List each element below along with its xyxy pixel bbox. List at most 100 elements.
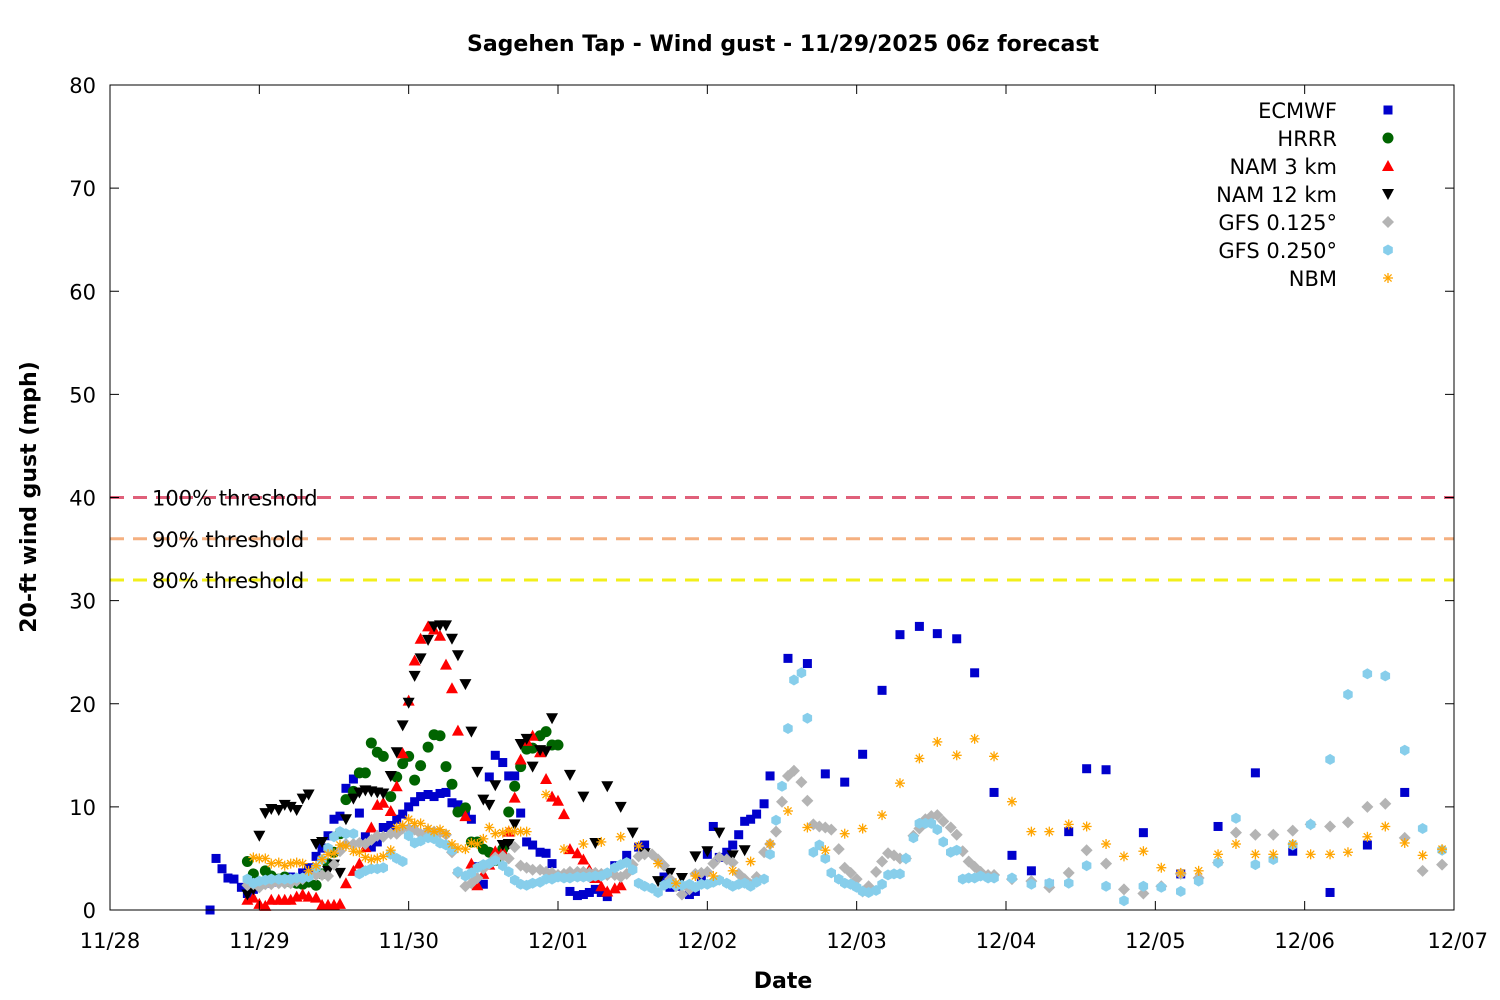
data-point xyxy=(1325,887,1335,897)
threshold-label: 100% threshold xyxy=(152,487,318,511)
legend-label: GFS 0.125° xyxy=(1218,211,1337,235)
data-point xyxy=(440,620,452,632)
threshold-label: 80% threshold xyxy=(152,569,304,593)
data-point xyxy=(422,634,435,646)
data-point xyxy=(989,787,999,797)
data-point xyxy=(1341,816,1354,829)
data-point xyxy=(284,801,297,813)
data-point xyxy=(895,868,905,880)
data-point xyxy=(354,808,364,818)
data-point xyxy=(653,858,664,869)
data-point xyxy=(396,747,409,759)
data-point xyxy=(514,753,527,765)
data-point xyxy=(422,620,435,632)
data-point xyxy=(397,758,409,770)
data-point xyxy=(1156,862,1167,873)
data-point xyxy=(970,668,980,678)
data-point xyxy=(877,810,888,821)
data-point xyxy=(360,832,370,842)
data-point xyxy=(334,840,345,851)
data-point xyxy=(975,870,986,882)
data-point xyxy=(408,654,421,666)
legend: ECMWF HRRR NAM 3 km NAM 12 km GFS 0.125° GFS … xyxy=(1216,99,1394,291)
data-point xyxy=(365,821,378,833)
data-point xyxy=(1101,839,1112,849)
data-point xyxy=(452,843,463,854)
data-point xyxy=(801,794,814,807)
data-point xyxy=(1082,764,1092,774)
data-point xyxy=(914,753,925,764)
data-point xyxy=(1213,857,1223,869)
y-tick-label: 20 xyxy=(69,693,96,717)
data-point xyxy=(640,840,650,850)
data-point xyxy=(348,774,358,784)
series-group xyxy=(248,733,1448,889)
data-point xyxy=(403,814,414,825)
data-point xyxy=(402,697,415,709)
data-point xyxy=(1400,787,1410,797)
data-point xyxy=(596,836,607,847)
data-point xyxy=(776,795,788,808)
data-point xyxy=(1175,867,1186,878)
data-point xyxy=(415,818,426,829)
data-point xyxy=(596,887,606,897)
data-point xyxy=(614,801,627,813)
data-point xyxy=(578,890,588,900)
data-point xyxy=(577,791,590,803)
data-point xyxy=(502,852,515,865)
data-point xyxy=(546,790,559,802)
data-point xyxy=(535,847,545,857)
data-point xyxy=(621,857,632,869)
data-point xyxy=(726,850,739,862)
data-point xyxy=(728,840,738,850)
data-point xyxy=(796,667,807,679)
data-point xyxy=(937,815,950,828)
data-point xyxy=(1101,880,1111,892)
data-point xyxy=(589,837,602,849)
data-point xyxy=(1249,828,1262,841)
data-point xyxy=(789,674,799,686)
data-point xyxy=(317,843,327,853)
data-point xyxy=(765,839,776,849)
data-point xyxy=(863,887,874,898)
data-point xyxy=(310,879,322,891)
data-point xyxy=(765,848,775,860)
data-point xyxy=(541,848,551,858)
data-point xyxy=(814,839,825,851)
y-tick-label: 70 xyxy=(69,177,96,201)
legend-marker xyxy=(1383,244,1393,256)
data-point xyxy=(509,780,521,792)
data-point xyxy=(385,845,396,856)
x-tick-label: 12/05 xyxy=(1125,929,1186,953)
data-point xyxy=(658,859,671,872)
data-point xyxy=(825,823,838,836)
data-point xyxy=(266,873,276,885)
y-tick-label: 80 xyxy=(69,74,96,98)
data-point xyxy=(527,877,538,889)
data-point xyxy=(1026,826,1037,837)
y-tick-label: 10 xyxy=(69,796,96,820)
data-point xyxy=(675,888,688,901)
data-point xyxy=(871,884,881,896)
data-point xyxy=(1007,872,1017,884)
x-tick-label: 11/28 xyxy=(80,929,141,953)
data-point xyxy=(895,630,905,640)
data-point xyxy=(1193,875,1204,887)
data-point xyxy=(434,629,447,641)
data-point xyxy=(751,876,762,888)
data-point xyxy=(1156,881,1167,893)
data-point xyxy=(765,771,775,781)
data-point xyxy=(451,650,464,662)
data-point xyxy=(316,836,329,848)
data-point xyxy=(989,751,1000,762)
data-point xyxy=(247,891,260,903)
data-point xyxy=(445,633,458,645)
data-point xyxy=(771,814,781,826)
data-point xyxy=(484,822,495,833)
data-point xyxy=(565,872,575,884)
data-point xyxy=(1229,826,1242,839)
data-point xyxy=(509,826,520,837)
data-point xyxy=(633,841,644,852)
data-point xyxy=(211,853,221,863)
